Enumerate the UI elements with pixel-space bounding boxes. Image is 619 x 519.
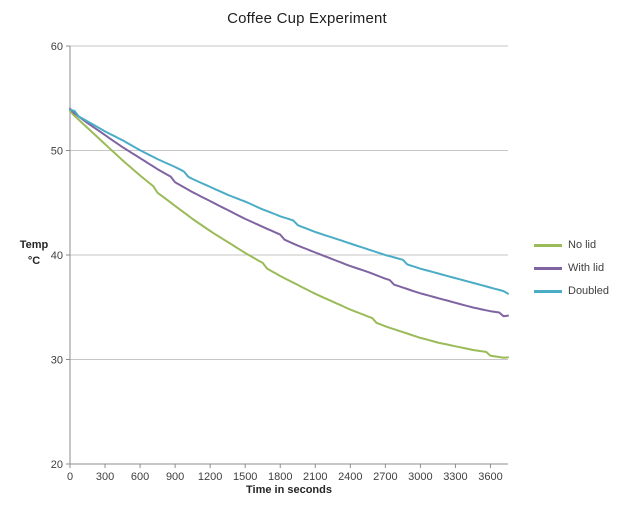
legend-label: Doubled <box>568 285 609 297</box>
chart-title: Coffee Cup Experiment <box>227 10 387 27</box>
series-line-no-lid <box>69 109 509 359</box>
x-axis-label: Time in seconds <box>246 484 332 496</box>
series-line-doubled <box>69 108 509 295</box>
legend-label: No lid <box>568 239 597 251</box>
legend-item-doubled: Doubled <box>534 285 609 297</box>
y-axis-label: Temp °C <box>19 239 49 267</box>
legend-swatch <box>534 266 562 270</box>
x-tick-label: 300 <box>96 471 114 483</box>
legend: No lid With lid Doubled <box>534 239 609 297</box>
x-tick-label: 3000 <box>408 471 432 483</box>
x-tick-label: 2700 <box>373 471 397 483</box>
x-tick-label: 1500 <box>233 471 257 483</box>
x-tick-label: 1200 <box>198 471 222 483</box>
x-tick-label: 0 <box>67 471 73 483</box>
x-tick-label: 2400 <box>338 471 362 483</box>
x-tick-label: 3300 <box>443 471 467 483</box>
legend-swatch <box>534 243 562 247</box>
legend-label: With lid <box>568 262 605 274</box>
y-tick-label: 50 <box>51 146 63 158</box>
legend-swatch <box>534 289 562 293</box>
legend-item-no-lid: No lid <box>534 239 609 251</box>
y-tick-label: 60 <box>51 41 63 53</box>
y-tick-label: 20 <box>51 459 63 471</box>
y-tick-label: 30 <box>51 355 63 367</box>
x-tick-label: 600 <box>131 471 149 483</box>
legend-item-with-lid: With lid <box>534 262 609 274</box>
y-tick-label: 40 <box>51 250 63 262</box>
series-line-with-lid <box>69 107 509 318</box>
x-tick-label: 1800 <box>268 471 292 483</box>
x-tick-label: 3600 <box>478 471 502 483</box>
x-tick-label: 2100 <box>303 471 327 483</box>
x-tick-label: 900 <box>166 471 184 483</box>
